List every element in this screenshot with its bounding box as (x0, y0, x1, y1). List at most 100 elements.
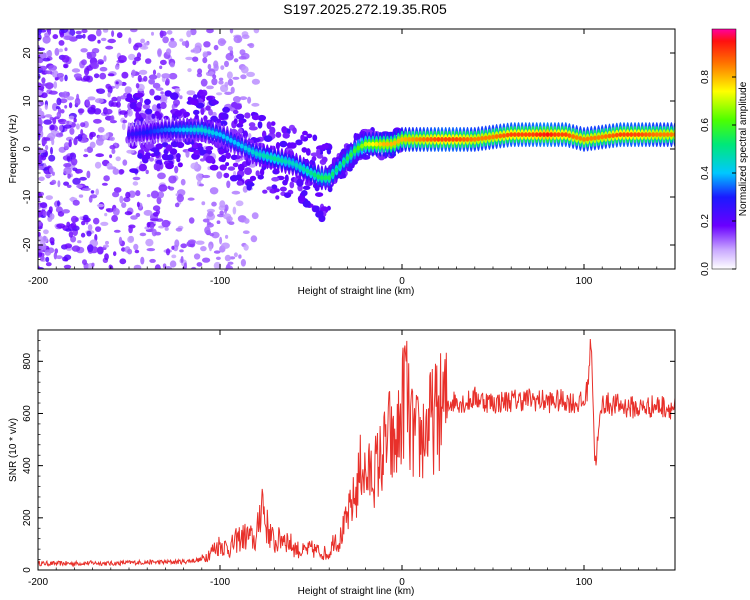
spectrogram-noise-blob (57, 211, 65, 217)
spectrogram-noise-blob (227, 78, 234, 86)
spectrogram-noise-blob (44, 173, 52, 178)
spectrogram-noise-blob (146, 222, 151, 228)
spectrogram-noise-blob (64, 258, 69, 262)
spectrogram-noise-blob (64, 105, 68, 109)
spectrogram-blob (302, 200, 311, 208)
spectrogram-blob (238, 119, 244, 125)
spectrogram-noise-blob (82, 187, 91, 191)
colorbar-tick-label: 0.8 (700, 70, 711, 84)
spectrogram-blob (302, 130, 308, 136)
spectrogram-ridge-cell (465, 137, 470, 142)
spectrogram-noise-blob (156, 196, 162, 205)
spectrogram-noise-blob (229, 29, 234, 34)
spectrogram-noise-blob (168, 72, 178, 80)
spectrogram-noise-blob (216, 92, 223, 96)
spectrogram-noise-blob (164, 226, 169, 231)
spectrogram-noise-blob (211, 78, 218, 86)
spectrogram-noise-blob (203, 41, 211, 48)
spectrogram-ridge-cell (258, 152, 262, 158)
spectrogram-ridge-cell (527, 132, 532, 138)
spectrogram-ridge-cell (505, 132, 510, 138)
spectrogram-noise-blob (86, 51, 91, 56)
spectrogram-ridge-cell (432, 137, 437, 142)
spectrogram-noise-blob (54, 77, 59, 81)
spectrogram-noise-blob (38, 89, 43, 96)
spectrogram-noise-blob (149, 157, 154, 162)
spectrogram-noise-blob (64, 243, 73, 249)
spectrogram-noise-blob (111, 214, 118, 223)
spectrogram-noise-blob (142, 104, 151, 110)
spectrogram-noise-blob (174, 165, 179, 174)
spectrogram-noise-blob (116, 32, 123, 39)
spectrogram-noise-blob (115, 156, 121, 162)
spectrogram-ridge-cell (163, 127, 168, 133)
spectrogram-noise-blob (66, 156, 71, 161)
spectrogram-noise-blob (119, 95, 127, 100)
spectrogram-ridge-cell (618, 132, 623, 138)
spectrogram-blob (136, 101, 143, 108)
spectrogram-ridge-cell (192, 127, 197, 133)
spectrogram-noise-blob (93, 73, 100, 79)
spectrogram-noise-blob (144, 42, 150, 46)
spectrogram-noise-blob (219, 236, 223, 245)
spectrogram-noise-blob (152, 205, 161, 212)
spectrogram-ridge-cell (247, 147, 252, 153)
spectrogram-noise-blob (179, 38, 184, 42)
spectrogram-ridge-cell (629, 132, 634, 138)
spectrogram-noise-blob (132, 181, 139, 186)
spectrogram-noise-blob (38, 73, 41, 80)
spectrogram-ridge-cell (243, 145, 248, 151)
spectrogram-noise-blob (110, 102, 119, 107)
spectrogram-blob (225, 162, 230, 167)
spectrogram-noise-blob (233, 252, 238, 258)
spectrogram-noise-blob (77, 134, 83, 142)
spectrogram-noise-blob (62, 209, 70, 214)
spectrogram-ridge-cell (542, 132, 546, 138)
spectrogram-noise-blob (212, 74, 217, 79)
spectrogram-noise-blob (63, 35, 72, 41)
spectrogram-noise-blob (186, 90, 196, 96)
spectrogram-noise-blob (58, 125, 63, 132)
colorbar-tick-label: 0.4 (700, 166, 711, 180)
spectrogram-noise-blob (165, 248, 171, 256)
spectrogram-ridge-cell (221, 134, 226, 139)
spectrogram-ridge-cell (440, 137, 444, 142)
spectrogram-ridge-cell (582, 137, 586, 142)
spectrogram-ridge-cell (622, 132, 626, 138)
spectrogram-ridge-cell (323, 175, 328, 181)
spectrogram-ridge-cell (538, 132, 543, 138)
spectrogram-noise-blob (188, 217, 195, 224)
spectrogram-ridge-cell (374, 141, 379, 147)
spectrogram-noise-blob (45, 195, 53, 201)
spectrogram-noise-blob (243, 218, 250, 224)
spectrogram-noise-blob (114, 64, 120, 70)
spectrogram-blob (199, 149, 207, 155)
spectrogram-noise-blob (169, 62, 175, 68)
spectrogram-blob (281, 126, 288, 134)
spectrogram-noise-blob (112, 168, 120, 175)
spectrogram-noise-blob (94, 161, 102, 169)
spectrogram-noise-blob (128, 53, 136, 61)
spectrogram-noise-blob (44, 249, 52, 256)
spectrogram-noise-blob (101, 182, 108, 186)
spectrogram-blob (296, 178, 304, 187)
spectrogram-noise-blob (145, 238, 154, 247)
spectrogram-blob (206, 95, 213, 101)
spectrogram-blob (244, 167, 252, 176)
spectrogram-noise-blob (140, 38, 146, 44)
spectrogram-noise-blob (98, 88, 102, 92)
spectrogram-noise-blob (226, 216, 233, 222)
spectrogram-noise-blob (56, 72, 64, 78)
colorbar: 0.0 0.2 0.4 0.6 0.8 Normalized spectral ampl… (700, 28, 749, 276)
spectrogram-noise-blob (63, 166, 72, 175)
spectrogram-noise-blob (251, 102, 260, 107)
spectrogram-noise-blob (45, 256, 50, 263)
spectrogram-noise-blob (126, 149, 135, 154)
spectrogram-noise-blob (190, 29, 197, 36)
spectrogram-ridge-cell (312, 172, 317, 178)
spectrogram-noise-blob (156, 72, 161, 79)
spectrogram-ridge-cell (385, 141, 390, 147)
spectrogram-blob (273, 188, 280, 193)
spectrogram-blob (219, 120, 228, 127)
spectrogram-noise-blob (38, 57, 44, 64)
